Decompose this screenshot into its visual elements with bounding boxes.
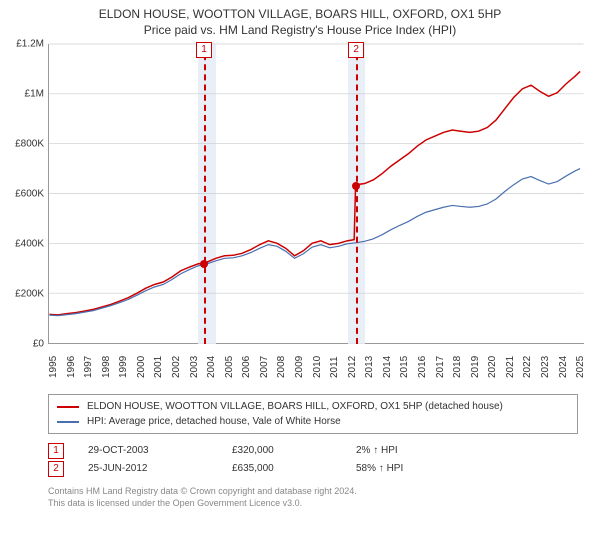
plot-region: 12 [48, 44, 584, 344]
y-tick-label: £1M [25, 89, 44, 100]
event-line [204, 44, 206, 344]
x-tick-label: 2006 [241, 356, 252, 378]
x-tick-label: 2021 [505, 356, 516, 378]
event-marker-dot [352, 182, 360, 190]
title-line-1: ELDON HOUSE, WOOTTON VILLAGE, BOARS HILL… [8, 6, 592, 22]
x-tick-label: 2003 [189, 356, 200, 378]
x-tick-label: 2002 [171, 356, 182, 378]
x-tick-label: 2001 [153, 356, 164, 378]
y-axis: £0£200K£400K£600K£800K£1M£1.2M [8, 44, 48, 344]
legend-swatch [57, 406, 79, 408]
x-tick-label: 2022 [522, 356, 533, 378]
event-table-row: 2 25-JUN-2012 £635,000 58% ↑ HPI [48, 460, 578, 478]
event-pct: 58% ↑ HPI [356, 460, 403, 478]
plot-svg [49, 44, 584, 343]
y-tick-label: £0 [33, 339, 44, 350]
event-marker-label: 1 [196, 42, 212, 58]
x-tick-label: 1998 [101, 356, 112, 378]
x-tick-label: 2012 [347, 356, 358, 378]
x-tick-label: 2009 [294, 356, 305, 378]
x-axis: 1995 1996 1997 1998 1999 2000 2001 2002 2003 2004… [48, 344, 584, 392]
x-tick-label: 1997 [83, 356, 94, 378]
event-line [356, 44, 358, 344]
x-tick-label: 2008 [276, 356, 287, 378]
legend: ELDON HOUSE, WOOTTON VILLAGE, BOARS HILL… [48, 394, 578, 434]
x-tick-label: 2015 [399, 356, 410, 378]
event-number: 2 [48, 461, 64, 477]
x-tick-label: 2000 [136, 356, 147, 378]
legend-label: HPI: Average price, detached house, Vale… [87, 414, 341, 429]
x-tick-label: 1995 [48, 356, 59, 378]
event-pct: 2% ↑ HPI [356, 442, 398, 460]
x-tick-label: 2019 [470, 356, 481, 378]
x-tick-label: 1996 [66, 356, 77, 378]
x-tick-label: 2018 [452, 356, 463, 378]
x-tick-label: 2014 [382, 356, 393, 378]
chart-area: £0£200K£400K£600K£800K£1M£1.2M 12 199519… [8, 44, 592, 392]
footer: Contains HM Land Registry data © Crown c… [48, 486, 592, 509]
x-tick-label: 2016 [417, 356, 428, 378]
event-date: 25-JUN-2012 [88, 460, 208, 478]
event-number: 1 [48, 443, 64, 459]
y-tick-label: £600K [15, 189, 44, 200]
x-tick-label: 2013 [364, 356, 375, 378]
x-tick-label: 2017 [435, 356, 446, 378]
chart-title: ELDON HOUSE, WOOTTON VILLAGE, BOARS HILL… [8, 6, 592, 38]
events-table: 1 29-OCT-2003 £320,000 2% ↑ HPI 2 25-JUN-2012… [48, 442, 578, 478]
footer-line-1: Contains HM Land Registry data © Crown c… [48, 486, 592, 498]
event-date: 29-OCT-2003 [88, 442, 208, 460]
legend-swatch [57, 421, 79, 423]
x-tick-label: 2011 [329, 357, 340, 379]
x-tick-label: 2007 [259, 356, 270, 378]
x-tick-label: 2004 [206, 356, 217, 378]
legend-row: HPI: Average price, detached house, Vale… [57, 414, 569, 429]
event-marker-label: 2 [348, 42, 364, 58]
legend-row: ELDON HOUSE, WOOTTON VILLAGE, BOARS HILL… [57, 399, 569, 414]
event-table-row: 1 29-OCT-2003 £320,000 2% ↑ HPI [48, 442, 578, 460]
y-tick-label: £200K [15, 289, 44, 300]
x-tick-label: 2010 [312, 356, 323, 378]
x-tick-label: 2025 [575, 356, 586, 378]
footer-line-2: This data is licensed under the Open Gov… [48, 498, 592, 510]
y-tick-label: £800K [15, 139, 44, 150]
y-tick-label: £400K [15, 239, 44, 250]
x-tick-label: 1999 [118, 356, 129, 378]
event-marker-dot [200, 260, 208, 268]
event-price: £635,000 [232, 460, 332, 478]
y-tick-label: £1.2M [16, 39, 44, 50]
x-tick-label: 2020 [487, 356, 498, 378]
chart-container: ELDON HOUSE, WOOTTON VILLAGE, BOARS HILL… [0, 0, 600, 514]
x-tick-label: 2024 [558, 356, 569, 378]
legend-label: ELDON HOUSE, WOOTTON VILLAGE, BOARS HILL… [87, 399, 503, 414]
title-line-2: Price paid vs. HM Land Registry's House … [8, 22, 592, 38]
event-price: £320,000 [232, 442, 332, 460]
x-tick-label: 2005 [224, 356, 235, 378]
x-tick-label: 2023 [540, 356, 551, 378]
